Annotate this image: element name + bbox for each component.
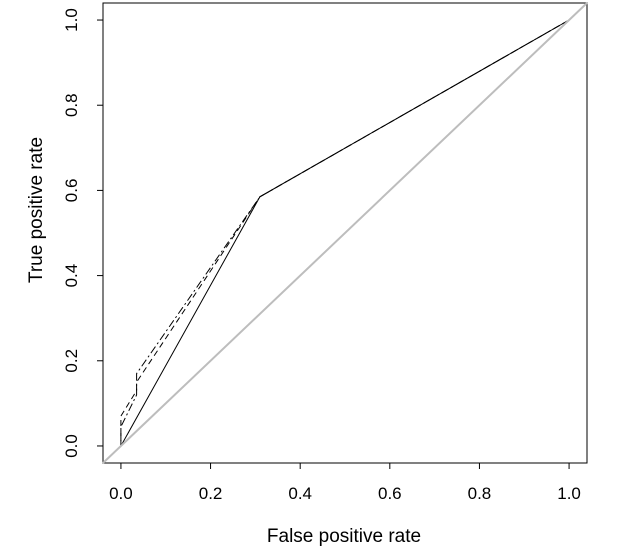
x-tick-label: 0.8: [468, 484, 492, 503]
roc-curve-dashed: [120, 19, 570, 446]
y-tick-label: 0.4: [62, 264, 81, 288]
y-tick-label: 0.2: [62, 349, 81, 373]
x-tick-label: 0.4: [288, 484, 312, 503]
x-axis: 0.0 0.2 0.4 0.6 0.8 1.0: [109, 463, 581, 503]
y-tick-label: 1.0: [62, 8, 81, 32]
x-tick-label: 1.0: [557, 484, 581, 503]
plot-frame: [102, 2, 588, 464]
x-tick-label: 0.0: [109, 484, 133, 503]
series-layer: [102, 2, 588, 464]
y-tick-label: 0.8: [62, 93, 81, 117]
y-tick-label: 0.6: [62, 179, 81, 203]
y-axis: 0.0 0.2 0.4 0.6 0.8 1.0: [62, 8, 103, 458]
x-tick-label: 0.2: [199, 484, 223, 503]
diagonal-reference-line: [102, 2, 588, 464]
x-tick-label: 0.6: [378, 484, 402, 503]
y-axis-title: True positive rate: [26, 137, 47, 283]
x-axis-title: False positive rate: [267, 526, 421, 547]
roc-curve-dotdash: [120, 19, 570, 446]
y-tick-label: 0.0: [62, 434, 81, 458]
